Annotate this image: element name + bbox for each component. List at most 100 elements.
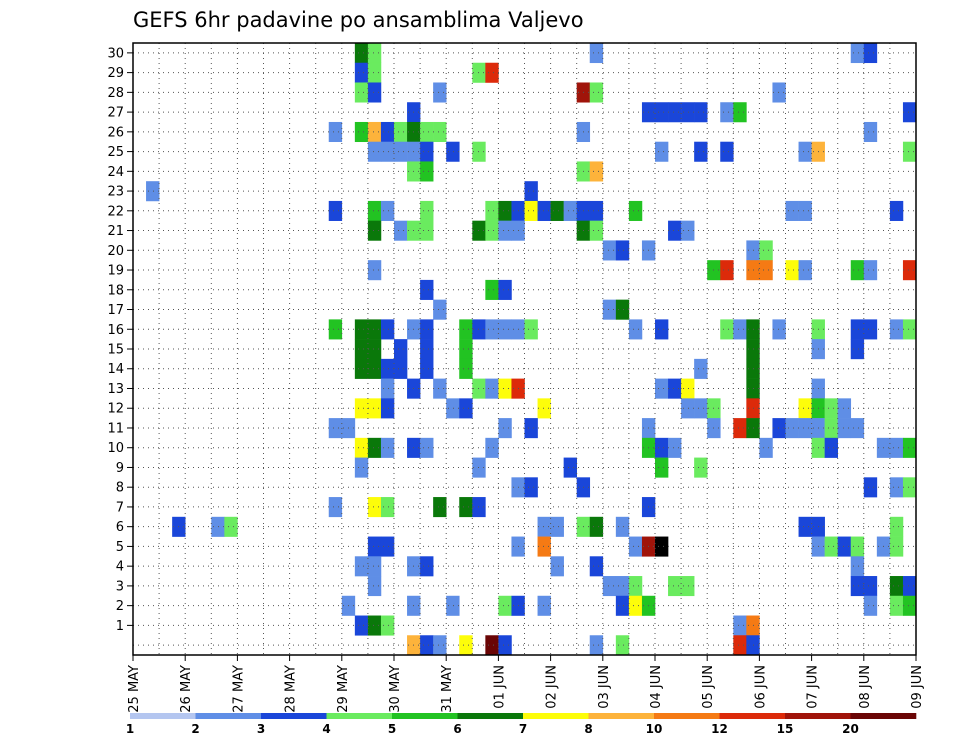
- heatmap-cell: [902, 477, 917, 498]
- heatmap-cell: [759, 260, 773, 281]
- heatmap-cell: [446, 595, 460, 616]
- heatmap-cell: [615, 516, 630, 537]
- heatmap-cell: [354, 615, 369, 636]
- heatmap-cell: [446, 398, 460, 419]
- heatmap-cell: [367, 556, 382, 577]
- heatmap-cell: [354, 82, 369, 103]
- heatmap-cell: [850, 339, 865, 360]
- heatmap-cell: [485, 437, 499, 458]
- heatmap-cell: [498, 279, 512, 300]
- legend-label: 1: [126, 722, 134, 736]
- heatmap-cell: [485, 200, 499, 221]
- heatmap-cell: [420, 220, 434, 241]
- heatmap-cell: [850, 536, 865, 557]
- y-tick-label: 15: [107, 343, 124, 358]
- legend-label: 4: [322, 722, 330, 736]
- x-tick-label: 05 JUN: [701, 665, 716, 709]
- y-axis-ticks: 1234567891011121314151617181920212223242…: [107, 46, 133, 634]
- heatmap-cell: [537, 398, 551, 419]
- y-tick-label: 19: [107, 264, 124, 279]
- x-tick-label: 09 JUN: [910, 665, 925, 709]
- heatmap-cell: [433, 497, 447, 518]
- heatmap-cell: [628, 576, 643, 597]
- heatmap-cell: [459, 339, 473, 360]
- heatmap-cell: [354, 62, 369, 83]
- heatmap-cell: [498, 635, 512, 656]
- heatmap-cell: [146, 181, 160, 202]
- heatmap-cell: [524, 200, 538, 221]
- heatmap-cell: [720, 141, 734, 162]
- heatmap-cell: [837, 536, 852, 557]
- heatmap-cell: [328, 497, 343, 518]
- heatmap-cells: [146, 43, 917, 656]
- heatmap-cell: [459, 358, 473, 379]
- heatmap-cell: [720, 319, 734, 340]
- heatmap-cell: [720, 102, 734, 123]
- heatmap-cell: [863, 477, 878, 498]
- heatmap-cell: [537, 200, 551, 221]
- x-tick-label: 06 JUN: [753, 665, 768, 709]
- y-tick-label: 8: [116, 481, 124, 496]
- heatmap-cell: [681, 576, 695, 597]
- heatmap-cell: [498, 378, 512, 399]
- heatmap-cell: [380, 141, 395, 162]
- heatmap-cell: [380, 358, 395, 379]
- heatmap-cell: [602, 576, 617, 597]
- y-tick-label: 6: [116, 520, 124, 535]
- heatmap-cell: [628, 536, 643, 557]
- heatmap-cell: [824, 437, 838, 458]
- heatmap-cell: [902, 437, 917, 458]
- heatmap-cell: [394, 358, 408, 379]
- heatmap-cell: [328, 418, 343, 439]
- y-tick-label: 16: [107, 323, 124, 338]
- heatmap-cell: [668, 437, 682, 458]
- legend-swatch: [523, 713, 589, 719]
- heatmap-cell: [367, 339, 382, 360]
- heatmap-cell: [459, 497, 473, 518]
- x-tick-label: 01 JUN: [492, 665, 507, 709]
- heatmap-cell: [394, 220, 408, 241]
- heatmap-cell: [902, 102, 917, 123]
- y-tick-label: 21: [107, 224, 124, 239]
- heatmap-cell: [889, 516, 904, 537]
- heatmap-cell: [380, 437, 395, 458]
- heatmap-cell: [772, 319, 786, 340]
- heatmap-cell: [694, 398, 708, 419]
- heatmap-cell: [733, 418, 747, 439]
- y-tick-label: 3: [116, 579, 124, 594]
- heatmap-cell: [563, 457, 577, 478]
- y-tick-label: 28: [107, 86, 124, 101]
- y-tick-label: 2: [116, 599, 124, 614]
- heatmap-cell: [668, 576, 682, 597]
- x-axis-ticks: 25 MAY 26 MAY 27 MAY 28 MAY 29 MAY 30 MAY 31 M…: [127, 655, 925, 713]
- heatmap-cell: [420, 635, 434, 656]
- legend-swatch: [654, 713, 720, 719]
- heatmap-cell: [485, 220, 499, 241]
- heatmap-cell: [420, 437, 434, 458]
- heatmap-cell: [824, 536, 838, 557]
- x-tick-label: 02 JUN: [545, 665, 560, 709]
- legend-swatch: [392, 713, 458, 719]
- heatmap-cell: [498, 319, 512, 340]
- heatmap-cell: [485, 319, 499, 340]
- heatmap-cell: [733, 635, 747, 656]
- heatmap-cell: [733, 319, 747, 340]
- y-tick-label: 5: [116, 540, 124, 555]
- heatmap-cell: [824, 418, 838, 439]
- legend-swatch: [195, 713, 262, 719]
- heatmap-cell: [433, 378, 447, 399]
- heatmap-cell: [367, 437, 382, 458]
- heatmap-cell: [615, 299, 630, 320]
- heatmap-cell: [902, 260, 917, 281]
- heatmap-cell: [380, 378, 395, 399]
- heatmap-cell: [694, 358, 708, 379]
- heatmap-cell: [354, 121, 369, 143]
- heatmap-cell: [433, 82, 447, 103]
- heatmap-cell: [420, 279, 434, 300]
- grid-lines: [133, 43, 916, 655]
- heatmap-cell: [420, 339, 434, 360]
- heatmap-cell: [863, 576, 878, 597]
- heatmap-cell: [863, 595, 878, 616]
- heatmap-cell: [563, 200, 577, 221]
- heatmap-cell: [798, 141, 812, 162]
